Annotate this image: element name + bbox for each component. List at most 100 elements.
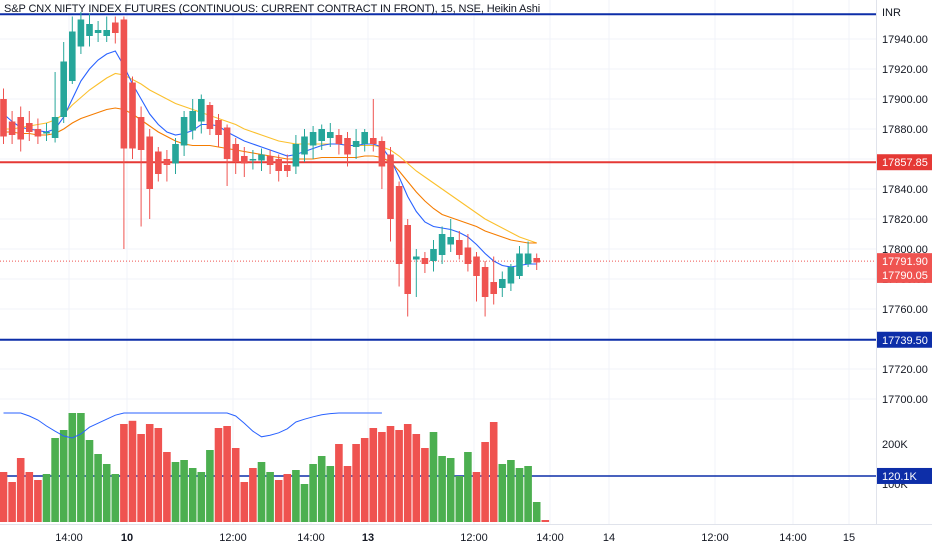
candle-body xyxy=(335,135,343,144)
candle-body xyxy=(395,186,403,264)
horizontal-line-label: 17857.85 xyxy=(882,157,928,169)
candle-body xyxy=(223,127,231,159)
horizontal-line-badge xyxy=(877,154,932,171)
candle-body xyxy=(292,144,300,167)
volume-bar xyxy=(352,444,360,522)
volume-bar xyxy=(231,448,240,522)
candle-body xyxy=(86,24,93,36)
candles-layer[interactable] xyxy=(0,12,540,317)
candle-body xyxy=(413,256,420,260)
time-axis[interactable]: 14:00 10 12:00 14:00 13 12:00 14:00 14 12:00 14:0… xyxy=(55,532,855,544)
candle-body xyxy=(206,105,214,129)
volume-tick-label: 200K xyxy=(882,439,908,451)
candle-body xyxy=(370,138,377,144)
volume-bar xyxy=(524,466,532,522)
volume-bar xyxy=(34,480,42,522)
volume-bar xyxy=(145,424,154,522)
candle-body xyxy=(524,253,532,264)
ha-close-badge xyxy=(877,266,932,283)
candle-body xyxy=(103,30,110,36)
candle-body xyxy=(69,31,76,81)
candle-body xyxy=(163,159,171,165)
volume-bar xyxy=(42,474,51,522)
horizontal-line-badge xyxy=(877,331,932,348)
volume-bar xyxy=(85,440,94,522)
currency-label[interactable]: INR xyxy=(882,7,901,19)
volume-bar xyxy=(274,480,283,522)
volume-bar xyxy=(403,424,412,522)
volume-bar xyxy=(360,438,369,522)
ema_mid-line xyxy=(3,107,537,244)
candle-body xyxy=(361,132,368,144)
volume-bar xyxy=(214,428,223,522)
volume-reference-label: 120.1K xyxy=(882,471,918,483)
chart-title: S&P CNX NIFTY INDEX FUTURES (CONTINUOUS:… xyxy=(4,3,541,15)
volume-bar xyxy=(16,458,25,522)
volume-bar xyxy=(472,472,481,522)
candle-body xyxy=(481,267,489,297)
volume-bar xyxy=(489,422,498,522)
volume-bar xyxy=(507,460,515,522)
y-tick-label: 17800.00 xyxy=(882,244,928,256)
candle-body xyxy=(215,120,222,135)
candle-body xyxy=(60,61,67,117)
y-tick-label: 17760.00 xyxy=(882,304,928,316)
volume-bar xyxy=(249,468,257,522)
volume-bar xyxy=(498,464,507,522)
volume-bar xyxy=(68,413,77,522)
volume-bar xyxy=(464,452,472,522)
x-tick-label: 12:00 xyxy=(460,532,488,544)
volume-bar xyxy=(59,430,68,522)
candle-body xyxy=(189,111,196,131)
y-tick-label: 17920.00 xyxy=(882,64,928,76)
candle-body xyxy=(180,117,188,146)
volume-bar xyxy=(206,450,214,522)
volume-bar xyxy=(94,454,102,522)
candle-body xyxy=(26,123,33,132)
candle-body xyxy=(464,247,472,264)
candle-body xyxy=(352,141,360,147)
volume-bar xyxy=(77,413,85,522)
y-tick-label: 17840.00 xyxy=(882,184,928,196)
volume-bar xyxy=(369,428,378,522)
x-tick-label: 14 xyxy=(603,532,615,544)
candle-body xyxy=(473,256,480,276)
volume-bar xyxy=(266,472,274,522)
volume-bar xyxy=(438,456,446,522)
y-tick-label: 17820.00 xyxy=(882,214,928,226)
candle-body xyxy=(301,136,308,155)
candle-body xyxy=(430,249,437,261)
candle-body xyxy=(421,258,429,264)
candle-body xyxy=(378,141,386,167)
volume-bar xyxy=(188,468,197,522)
candle-body xyxy=(309,132,317,146)
x-tick-label: 10 xyxy=(121,532,133,544)
y-tick-label: 17720.00 xyxy=(882,364,928,376)
volume-bar xyxy=(541,520,550,522)
candle-body xyxy=(499,279,506,288)
ha-close-label: 17790.05 xyxy=(882,270,928,282)
volume-bar xyxy=(197,472,206,522)
volume-bar xyxy=(300,484,309,522)
volume-bar xyxy=(395,430,403,522)
candle-body xyxy=(34,129,42,137)
y-tick-label: 17900.00 xyxy=(882,94,928,106)
volume-bar xyxy=(257,462,266,522)
candle-body xyxy=(516,253,523,276)
candle-body xyxy=(198,99,205,122)
volume-bar xyxy=(317,456,326,522)
candle-body xyxy=(17,117,24,140)
candle-body xyxy=(155,151,162,174)
horizontal-line-label: 17739.50 xyxy=(882,335,928,347)
candle-body xyxy=(43,132,50,134)
x-tick-label: 14:00 xyxy=(55,532,83,544)
volume-bar xyxy=(240,482,249,522)
volume-bar xyxy=(120,424,128,522)
candle-body xyxy=(112,22,119,33)
price-badges: 120.1K17857.8517739.5017791.9010:0317790… xyxy=(877,154,932,484)
candle-body xyxy=(94,30,102,33)
candle-body xyxy=(275,159,282,171)
candle-body xyxy=(137,117,145,150)
candle-body xyxy=(8,121,16,135)
